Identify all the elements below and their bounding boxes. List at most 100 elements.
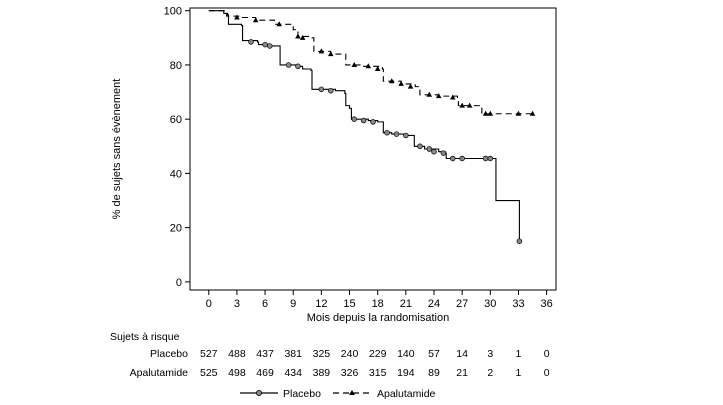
censor-marker-apalutamide (318, 48, 325, 54)
x-axis-label: Mois depuis la randomisation (307, 312, 449, 324)
legend-marker-placebo (255, 389, 262, 396)
x-tick-label: 6 (262, 298, 268, 310)
censor-marker-apalutamide (487, 110, 494, 116)
censor-marker-apalutamide (529, 110, 536, 116)
censor-marker-apalutamide (426, 91, 433, 97)
x-tick-label: 36 (540, 298, 552, 310)
censor-marker-apalutamide (398, 80, 404, 86)
risk-value-placebo: 437 (256, 348, 274, 360)
censor-marker-placebo (450, 155, 456, 162)
censor-marker-apalutamide (449, 94, 456, 100)
y-tick-label: 80 (170, 60, 182, 72)
risk-value-apalutamide: 469 (256, 367, 274, 379)
plot-area-border (189, 7, 557, 291)
x-tick-label: 30 (484, 298, 496, 310)
censor-marker-placebo (393, 131, 400, 137)
censor-marker-placebo (248, 39, 254, 45)
risk-value-placebo: 381 (284, 348, 302, 360)
legend-label-apalutamide: Apalutamide (377, 388, 436, 400)
x-tick-label: 0 (206, 298, 212, 310)
legend-marker-apalutamide (349, 390, 355, 395)
x-tick-label: 33 (512, 298, 524, 310)
risk-value-apalutamide: 21 (456, 367, 468, 379)
legend: Placebo Apalutamide (240, 388, 436, 400)
censor-marker-placebo (417, 143, 423, 150)
censor-marker-placebo (351, 116, 357, 122)
censor-marker-placebo (482, 155, 489, 162)
censor-marker-placebo (295, 63, 301, 70)
y-tick-label: 0 (176, 277, 182, 289)
risk-row-label-apalutamide: Apalutamide (130, 367, 189, 379)
censor-marker-apalutamide (515, 110, 522, 116)
risk-value-apalutamide: 326 (341, 367, 359, 379)
censor-marker-placebo (440, 150, 447, 156)
risk-value-placebo: 240 (341, 348, 359, 360)
risk-value-apalutamide: 315 (369, 367, 387, 379)
censor-marker-apalutamide (466, 102, 473, 108)
censor-marker-placebo (459, 155, 465, 162)
y-tick-label: 20 (170, 223, 182, 235)
censor-marker-apalutamide (459, 102, 465, 108)
x-tick-label: 12 (315, 298, 327, 310)
risk-value-apalutamide: 389 (313, 367, 331, 379)
legend-item-apalutamide: Apalutamide (333, 388, 436, 400)
censor-marker-placebo (360, 117, 367, 124)
censor-marker-apalutamide (295, 33, 301, 39)
censor-marker-apalutamide (482, 110, 489, 116)
censor-marker-placebo (267, 43, 273, 49)
risk-value-placebo: 229 (369, 348, 387, 360)
risk-value-apalutamide: 89 (428, 367, 440, 379)
risk-value-placebo: 1 (516, 348, 522, 360)
censor-marker-apalutamide (374, 66, 381, 72)
x-tick-label: 21 (400, 298, 412, 310)
risk-value-placebo: 527 (200, 348, 218, 360)
y-tick-label: 100 (164, 6, 182, 18)
x-tick-label: 27 (456, 298, 468, 310)
risk-value-placebo: 488 (228, 348, 246, 360)
censor-marker-apalutamide (435, 93, 442, 99)
x-tick-label: 9 (290, 298, 296, 310)
censor-marker-placebo (370, 119, 376, 125)
risk-value-placebo: 3 (487, 348, 493, 360)
y-tick-label: 60 (170, 114, 182, 126)
risk-value-placebo: 14 (456, 348, 468, 360)
series-layer (208, 10, 536, 244)
censor-marker-apalutamide (365, 63, 372, 69)
series-line-placebo (208, 10, 520, 242)
censor-marker-apalutamide (351, 61, 358, 67)
risk-row-label-placebo: Placebo (150, 348, 188, 360)
legend-item-placebo: Placebo (240, 388, 321, 400)
risk-value-placebo: 57 (428, 348, 440, 360)
risk-value-apalutamide: 194 (397, 367, 415, 379)
risk-value-apalutamide: 1 (516, 367, 522, 379)
risk-table-title: Sujets à risque (110, 331, 180, 343)
risk-value-placebo: 140 (397, 348, 415, 360)
risk-value-placebo: 0 (544, 348, 550, 360)
legend-label-placebo: Placebo (283, 388, 321, 400)
censor-marker-placebo (431, 148, 437, 155)
risk-table: Sujets à risque Placebo Apalutamide 527 4… (110, 331, 550, 379)
x-tick-label: 18 (372, 298, 384, 310)
censor-marker-apalutamide (234, 14, 240, 20)
x-tick-label: 24 (428, 298, 440, 310)
y-axis-label: % de sujets sans évènement (111, 79, 123, 220)
censor-marker-apalutamide (276, 21, 282, 27)
risk-value-placebo: 325 (313, 348, 331, 360)
series-line-apalutamide (208, 10, 533, 115)
risk-value-apalutamide: 2 (487, 367, 493, 379)
censor-marker-apalutamide (299, 34, 306, 40)
x-axis: 0 3 6 9 12 15 18 21 24 27 30 33 36 (206, 290, 553, 310)
x-tick-label: 15 (343, 298, 355, 310)
plot-frame (189, 7, 557, 291)
censor-marker-apalutamide (327, 51, 334, 57)
censor-marker-apalutamide (388, 78, 395, 84)
censor-marker-placebo (328, 87, 334, 94)
censor-marker-placebo (384, 129, 390, 136)
risk-value-apalutamide: 434 (284, 367, 302, 379)
censor-marker-apalutamide (407, 83, 414, 89)
censor-marker-placebo (516, 238, 523, 244)
censor-marker-placebo (262, 41, 268, 48)
censor-marker-placebo (318, 86, 325, 93)
y-tick-label: 40 (170, 168, 182, 180)
